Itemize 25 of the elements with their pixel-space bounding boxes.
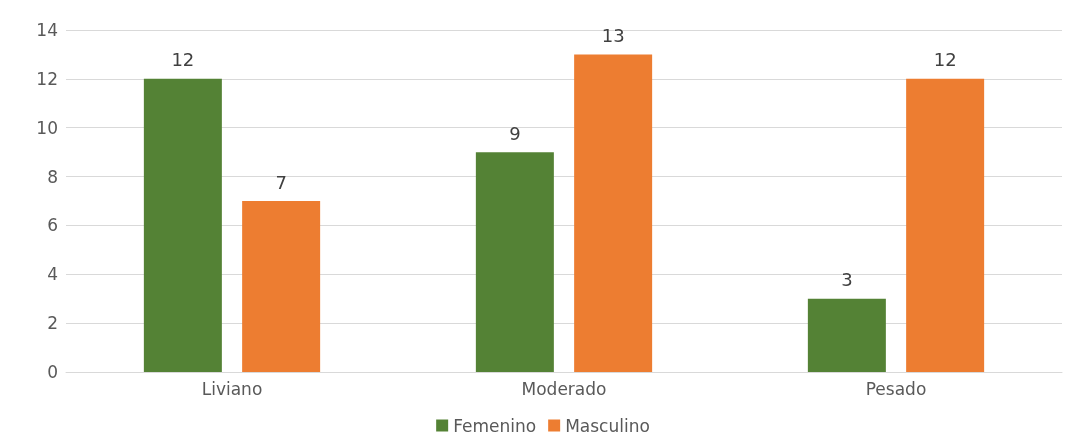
bar xyxy=(807,298,886,372)
data-label: 9 xyxy=(509,122,521,144)
bar xyxy=(242,201,321,372)
y-tick-label: 2 xyxy=(47,313,58,334)
bar xyxy=(574,54,653,372)
y-tick-label: 6 xyxy=(47,215,58,236)
x-tick-label: Liviano xyxy=(201,378,263,399)
y-tick-label: 8 xyxy=(47,166,58,187)
legend-label: Masculino xyxy=(565,415,650,436)
y-tick-label: 14 xyxy=(36,20,58,40)
legend-label: Femenino xyxy=(453,415,537,436)
x-tick-label: Pesado xyxy=(865,378,927,399)
data-label: 13 xyxy=(601,24,625,46)
y-tick-label: 0 xyxy=(47,362,58,382)
data-label: 12 xyxy=(171,49,195,71)
y-tick-label: 10 xyxy=(36,117,58,138)
data-label: 7 xyxy=(275,171,287,193)
bar xyxy=(143,78,222,372)
data-label: 3 xyxy=(841,269,853,291)
y-tick-label: 12 xyxy=(36,68,58,89)
y-tick-label: 4 xyxy=(47,264,58,285)
data-label: 12 xyxy=(933,49,957,71)
x-tick-label: Moderado xyxy=(521,378,607,399)
bar xyxy=(906,78,985,372)
bar xyxy=(475,152,554,372)
